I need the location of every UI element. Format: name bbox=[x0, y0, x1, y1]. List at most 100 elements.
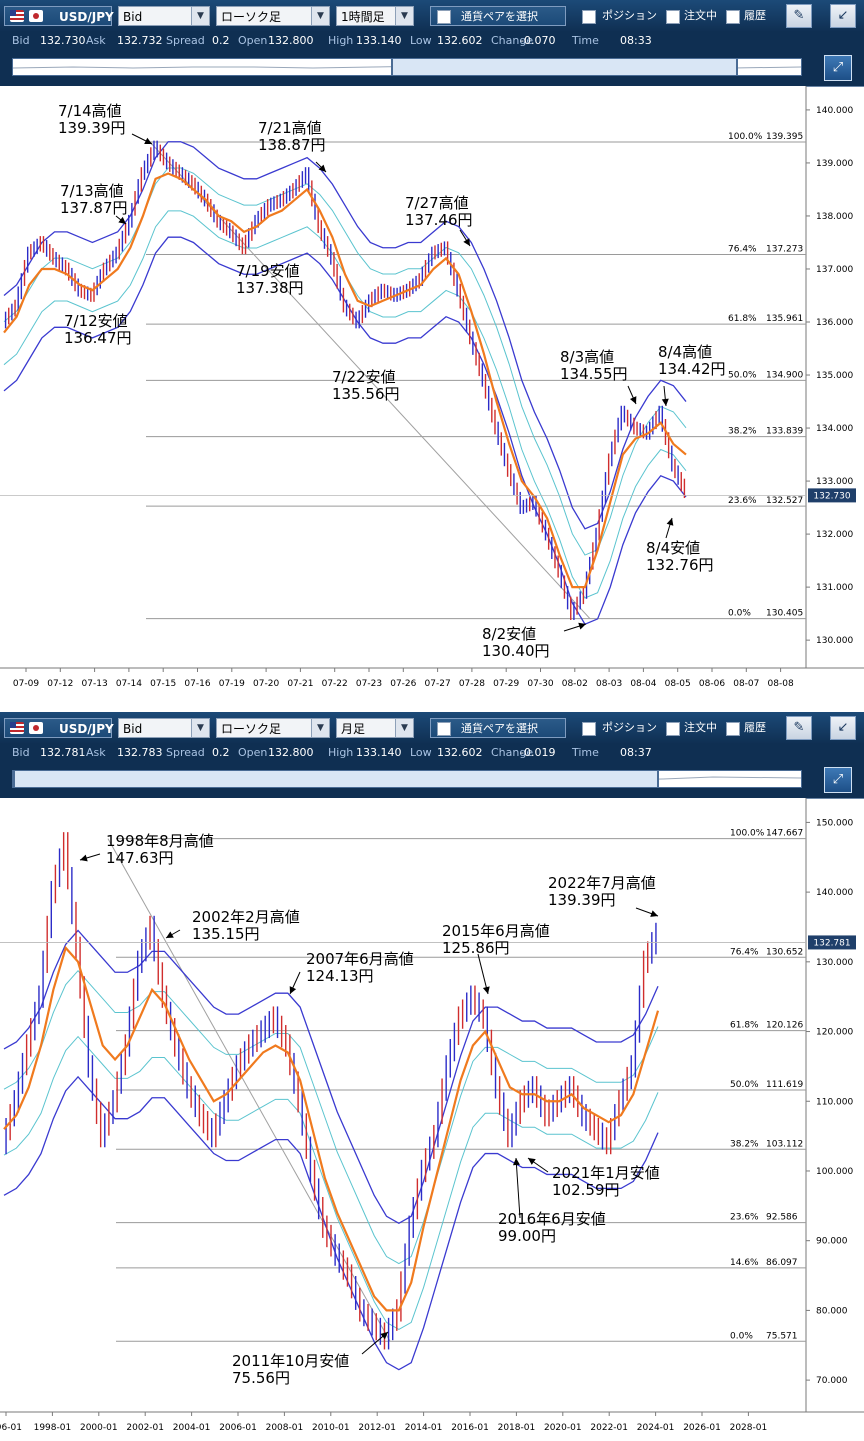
navigator-window[interactable] bbox=[391, 59, 738, 75]
hourly-price-chart[interactable]: 140.000 139.000 138.000 137.000 136.000 135.0… bbox=[0, 86, 864, 712]
select-pair-button[interactable]: 通貨ペアを選択 bbox=[430, 718, 566, 738]
timeframe-select[interactable]: 1時間足 ▼ bbox=[336, 6, 414, 26]
orders-toggle[interactable]: 注文中 bbox=[666, 6, 722, 26]
quote-value: 0.2 bbox=[212, 746, 230, 759]
bollinger-upper-band bbox=[3, 929, 659, 1225]
navigator-bar: ⤢ bbox=[0, 50, 864, 87]
currency-pair-label: USD/JPY bbox=[59, 10, 114, 24]
chart-type-select[interactable]: ローソク足 ▼ bbox=[216, 718, 330, 738]
navigator-track[interactable] bbox=[12, 770, 802, 788]
y-tick-label: 150.000 bbox=[816, 818, 853, 828]
select-pair-checkbox[interactable] bbox=[437, 722, 451, 736]
quote-label: Bid bbox=[12, 34, 30, 47]
chevron-down-icon: ▼ bbox=[395, 719, 413, 737]
collapse-button[interactable]: ↙ bbox=[830, 4, 856, 28]
quote-value: 08:37 bbox=[620, 746, 652, 759]
position-checkbox[interactable] bbox=[582, 722, 596, 736]
history-toggle[interactable]: 履歴 bbox=[726, 6, 772, 26]
fib-level-percent: 14.6% bbox=[730, 1258, 759, 1268]
price-chart-svg[interactable]: 140.000 139.000 138.000 137.000 136.000 135.0… bbox=[0, 86, 864, 712]
quote-value: 132.783 bbox=[117, 746, 163, 759]
navigator-track[interactable] bbox=[12, 58, 802, 76]
moving-average-line bbox=[3, 945, 660, 1312]
y-tick-label: 134.000 bbox=[816, 424, 853, 434]
orders-checkbox[interactable] bbox=[666, 10, 680, 24]
chevron-down-icon: ▼ bbox=[311, 719, 329, 737]
currency-pair-button[interactable]: USD/JPY bbox=[4, 6, 114, 26]
price-chart-svg[interactable]: 150.000 140.000 130.000 120.000 110.000 100.0… bbox=[0, 798, 864, 1441]
price-type-value: Bid bbox=[123, 10, 143, 24]
annotation-date: 2022年7月高値 bbox=[548, 874, 656, 892]
orders-toggle[interactable]: 注文中 bbox=[666, 718, 722, 738]
select-pair-checkbox[interactable] bbox=[437, 10, 451, 24]
y-tick-label: 70.000 bbox=[816, 1376, 848, 1386]
x-tick-label: 08-02 bbox=[562, 679, 588, 689]
x-tick-label: 2018-01 bbox=[498, 1423, 536, 1433]
x-tick-label: 2002-01 bbox=[126, 1423, 164, 1433]
annotation-arrowhead bbox=[666, 518, 674, 526]
annotation-date: 7/12安値 bbox=[64, 312, 128, 330]
price-type-select[interactable]: Bid ▼ bbox=[118, 718, 210, 738]
annotation-date: 1998年8月高値 bbox=[106, 832, 214, 850]
x-tick-label: 2028-01 bbox=[730, 1423, 768, 1433]
fib-level-value: 75.571 bbox=[766, 1331, 798, 1341]
fib-level-percent: 50.0% bbox=[728, 370, 757, 380]
annotation-date: 8/3高値 bbox=[560, 348, 614, 366]
timeframe-select[interactable]: 月足 ▼ bbox=[336, 718, 414, 738]
annotation-date: 7/13高値 bbox=[60, 182, 124, 200]
position-checkbox[interactable] bbox=[582, 10, 596, 24]
x-tick-label: 996-01 bbox=[0, 1423, 22, 1433]
quote-value: 132.800 bbox=[268, 746, 314, 759]
chart-type-select[interactable]: ローソク足 ▼ bbox=[216, 6, 330, 26]
collapse-button[interactable]: ↙ bbox=[830, 716, 856, 740]
current-price-label: 132.730 bbox=[813, 491, 850, 501]
x-tick-label: 07-19 bbox=[219, 679, 245, 689]
chart-type-value: ローソク足 bbox=[221, 722, 282, 736]
jp-flag-icon bbox=[29, 10, 43, 22]
annotation-arrowhead bbox=[463, 238, 470, 246]
fib-level-percent: 0.0% bbox=[730, 1331, 753, 1341]
navigator-window[interactable] bbox=[13, 771, 660, 787]
price-type-select[interactable]: Bid ▼ bbox=[118, 6, 210, 26]
history-checkbox[interactable] bbox=[726, 10, 740, 24]
x-tick-label: 07-29 bbox=[493, 679, 519, 689]
bollinger-lower-band bbox=[3, 236, 687, 626]
us-flag-icon bbox=[10, 10, 24, 22]
plot-area[interactable] bbox=[0, 798, 806, 1412]
annotation-price: 139.39円 bbox=[548, 891, 616, 909]
y-tick-label: 130.000 bbox=[816, 636, 853, 646]
monthly-price-chart[interactable]: 150.000 140.000 130.000 120.000 110.000 100.0… bbox=[0, 798, 864, 1441]
currency-pair-button[interactable]: USD/JPY bbox=[4, 718, 114, 738]
history-checkbox[interactable] bbox=[726, 722, 740, 736]
x-tick-label: 08-04 bbox=[630, 679, 656, 689]
chevron-down-icon: ▼ bbox=[191, 7, 209, 25]
y-tick-label: 131.000 bbox=[816, 583, 853, 593]
drawing-tools-button[interactable]: ✎ bbox=[786, 716, 812, 740]
fib-level-percent: 76.4% bbox=[730, 947, 759, 957]
plot-area[interactable] bbox=[0, 86, 806, 668]
fullscreen-button[interactable]: ⤢ bbox=[824, 55, 852, 81]
quote-value: 132.781 bbox=[40, 746, 86, 759]
quote-value: 08:33 bbox=[620, 34, 652, 47]
fib-level-percent: 61.8% bbox=[730, 1021, 759, 1031]
x-tick-label: 2000-01 bbox=[80, 1423, 118, 1433]
position-toggle[interactable]: ポジション bbox=[582, 6, 662, 26]
fib-level-value: 111.619 bbox=[766, 1080, 803, 1090]
expand-arrows-icon: ⤢ bbox=[832, 60, 844, 75]
select-pair-button[interactable]: 通貨ペアを選択 bbox=[430, 6, 566, 26]
position-toggle[interactable]: ポジション bbox=[582, 718, 662, 738]
moving-average-line bbox=[3, 172, 687, 589]
x-tick-label: 08-06 bbox=[699, 679, 725, 689]
drawing-tools-button[interactable]: ✎ bbox=[786, 4, 812, 28]
annotation-price: 135.15円 bbox=[192, 925, 260, 943]
annotation-arrowhead bbox=[118, 216, 126, 224]
fib-level-percent: 76.4% bbox=[728, 245, 757, 255]
annotation-price: 134.55円 bbox=[560, 365, 628, 383]
history-toggle[interactable]: 履歴 bbox=[726, 718, 772, 738]
orders-checkbox[interactable] bbox=[666, 722, 680, 736]
fullscreen-button[interactable]: ⤢ bbox=[824, 767, 852, 793]
annotation-date: 2002年2月高値 bbox=[192, 908, 300, 926]
y-tick-label: 132.000 bbox=[816, 530, 853, 540]
bollinger-upper-band bbox=[3, 141, 687, 530]
x-tick-label: 07-21 bbox=[287, 679, 313, 689]
